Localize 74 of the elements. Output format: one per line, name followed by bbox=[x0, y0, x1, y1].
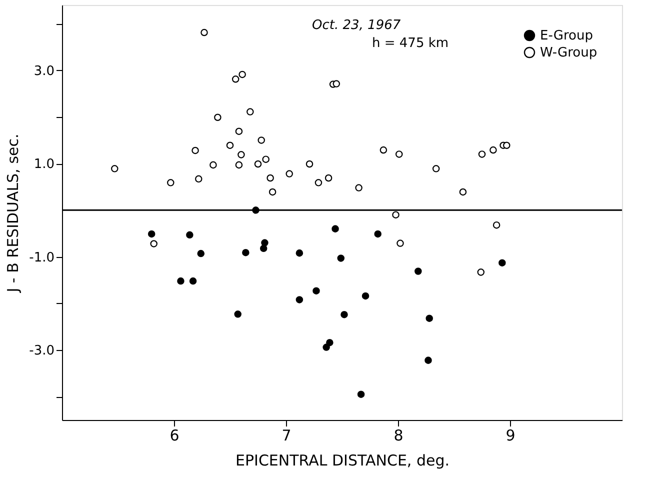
legend-label: E-Group bbox=[540, 28, 593, 44]
x-tick-label: 7 bbox=[282, 426, 292, 444]
point bbox=[492, 221, 500, 229]
point bbox=[197, 250, 205, 258]
point bbox=[214, 114, 222, 121]
point bbox=[189, 277, 197, 285]
point bbox=[432, 165, 440, 172]
point bbox=[210, 161, 217, 169]
y-tick-label: 3.0 bbox=[34, 64, 54, 79]
point bbox=[242, 248, 250, 256]
point bbox=[296, 296, 304, 304]
point bbox=[177, 277, 184, 285]
y-tick-label: -3.0 bbox=[29, 344, 54, 359]
point bbox=[332, 225, 339, 232]
point bbox=[503, 142, 510, 149]
point bbox=[374, 230, 382, 238]
point bbox=[477, 268, 485, 276]
point bbox=[150, 240, 158, 248]
point bbox=[322, 344, 330, 351]
point bbox=[478, 150, 486, 158]
x-tick-label: 9 bbox=[506, 426, 516, 444]
x-tick-label: 8 bbox=[394, 426, 404, 444]
point bbox=[324, 174, 332, 182]
point bbox=[234, 310, 242, 318]
y-axis-title: J - B RESIDUALS, sec. bbox=[4, 134, 22, 294]
point bbox=[232, 76, 240, 83]
point bbox=[332, 80, 340, 88]
point bbox=[296, 249, 304, 257]
point bbox=[186, 231, 194, 239]
point bbox=[424, 356, 432, 364]
y-tick-label: -1.0 bbox=[29, 250, 54, 266]
point bbox=[238, 70, 246, 78]
point bbox=[226, 142, 234, 149]
y-tick-label: 1.0 bbox=[34, 157, 54, 172]
point bbox=[167, 179, 174, 186]
point bbox=[498, 259, 506, 266]
point bbox=[148, 230, 156, 238]
point bbox=[258, 136, 265, 144]
point bbox=[246, 108, 254, 116]
point bbox=[111, 165, 118, 172]
point bbox=[254, 160, 262, 168]
legend-label: W-Group bbox=[540, 46, 598, 60]
point bbox=[192, 146, 199, 154]
point bbox=[314, 179, 322, 186]
point bbox=[392, 211, 400, 218]
point bbox=[395, 150, 403, 158]
x-axis-title: EPICENTRAL DISTANCE, deg. bbox=[236, 452, 450, 470]
annotation: Oct. 23, 1967 bbox=[312, 18, 402, 33]
point bbox=[286, 170, 293, 178]
point bbox=[260, 244, 268, 252]
point bbox=[337, 254, 345, 262]
point bbox=[380, 146, 388, 154]
point bbox=[355, 184, 362, 192]
point bbox=[200, 28, 208, 36]
point bbox=[235, 161, 243, 169]
point bbox=[459, 188, 467, 196]
point bbox=[235, 128, 243, 135]
x-tick-label: 6 bbox=[170, 426, 180, 444]
point bbox=[326, 338, 334, 346]
point bbox=[490, 146, 497, 154]
point bbox=[362, 292, 370, 300]
point bbox=[268, 188, 276, 196]
point bbox=[357, 390, 365, 398]
point bbox=[426, 314, 433, 322]
annotation: h = 475 km bbox=[372, 36, 449, 51]
point bbox=[266, 174, 274, 182]
point bbox=[396, 240, 404, 247]
point bbox=[238, 151, 245, 158]
point bbox=[262, 156, 270, 163]
point bbox=[340, 310, 348, 318]
point bbox=[306, 160, 314, 168]
point bbox=[195, 175, 202, 183]
point bbox=[312, 287, 320, 294]
point bbox=[414, 268, 422, 275]
